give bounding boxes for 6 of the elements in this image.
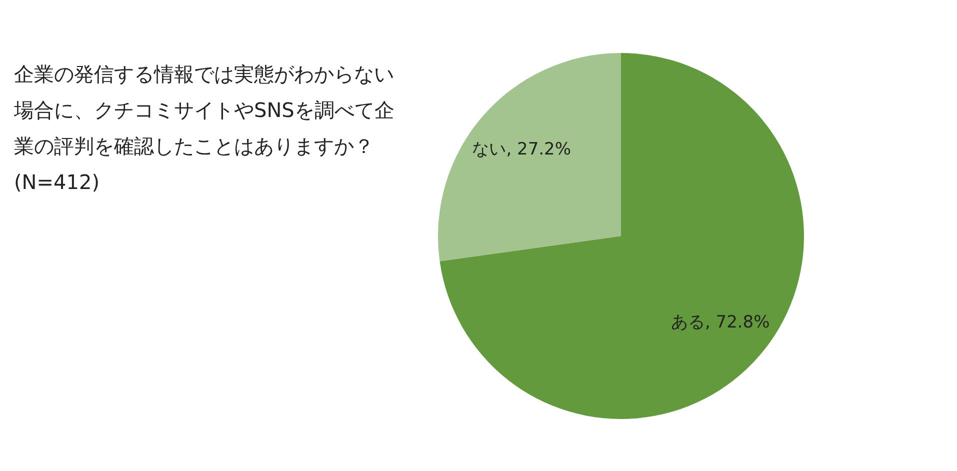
slice-label: ある [670, 312, 705, 333]
data-label: , 72.8% [704, 312, 770, 333]
title: 企業の発信する情報では実態がわからない場合に、クチコミサイトやSNSを調べて企業の評判を確認したことはありますか？ [14, 61, 396, 160]
subtitle: (N=412) [14, 169, 100, 196]
data-label: , 27.2% [506, 139, 572, 160]
slice-label: ない [472, 139, 506, 160]
